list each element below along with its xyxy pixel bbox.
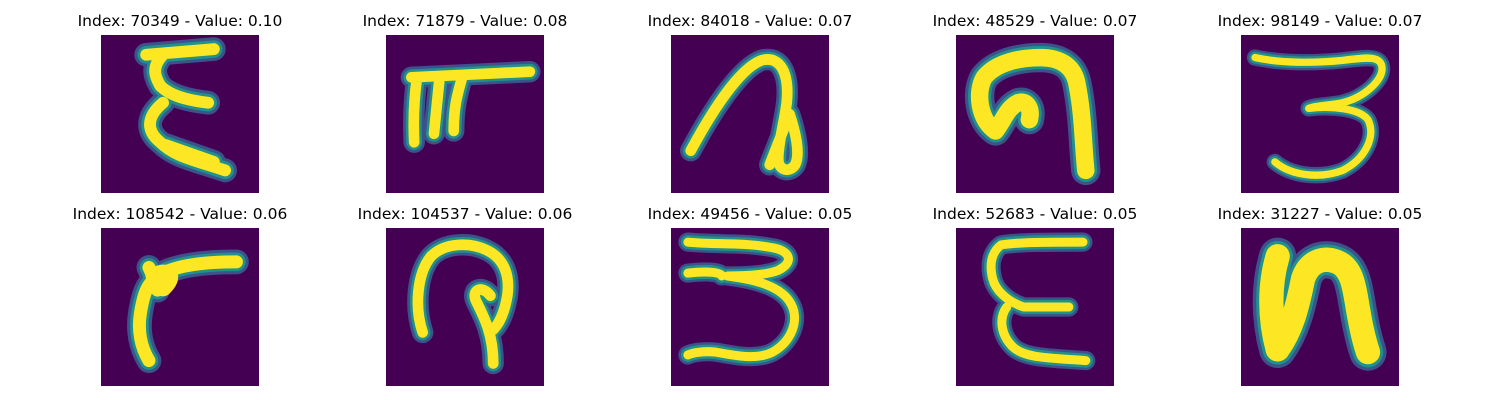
digit-image bbox=[671, 35, 829, 193]
panel-title: Index: 104537 - Value: 0.06 bbox=[357, 205, 573, 223]
panel-1: Index: 70349 - Value: 0.10 bbox=[50, 11, 310, 193]
panel-5: Index: 98149 - Value: 0.07 bbox=[1190, 11, 1450, 193]
digit-image bbox=[386, 35, 544, 193]
panel-4: Index: 48529 - Value: 0.07 bbox=[905, 11, 1165, 193]
digit-image bbox=[956, 35, 1114, 193]
panel-title: Index: 52683 - Value: 0.05 bbox=[932, 205, 1138, 223]
panel-8: Index: 49456 - Value: 0.05 bbox=[620, 204, 880, 386]
panel-9: Index: 52683 - Value: 0.05 bbox=[905, 204, 1165, 386]
digit-image bbox=[671, 228, 829, 386]
panel-title: Index: 108542 - Value: 0.06 bbox=[72, 205, 288, 223]
panel-title: Index: 49456 - Value: 0.05 bbox=[647, 205, 853, 223]
panel-title: Index: 48529 - Value: 0.07 bbox=[932, 12, 1138, 30]
panel-title: Index: 98149 - Value: 0.07 bbox=[1217, 12, 1423, 30]
digit-image bbox=[101, 35, 259, 193]
panel-title: Index: 70349 - Value: 0.10 bbox=[77, 12, 283, 30]
panel-7: Index: 104537 - Value: 0.06 bbox=[335, 204, 595, 386]
panel-title: Index: 31227 - Value: 0.05 bbox=[1217, 205, 1423, 223]
digit-image bbox=[956, 228, 1114, 386]
panel-2: Index: 71879 - Value: 0.08 bbox=[335, 11, 595, 193]
digit-image bbox=[1241, 228, 1399, 386]
panel-title: Index: 71879 - Value: 0.08 bbox=[362, 12, 568, 30]
panel-3: Index: 84018 - Value: 0.07 bbox=[620, 11, 880, 193]
digit-image bbox=[386, 228, 544, 386]
digit-image bbox=[101, 228, 259, 386]
digit-image bbox=[1241, 35, 1399, 193]
panel-10: Index: 31227 - Value: 0.05 bbox=[1190, 204, 1450, 386]
panel-6: Index: 108542 - Value: 0.06 bbox=[50, 204, 310, 386]
panel-title: Index: 84018 - Value: 0.07 bbox=[647, 12, 853, 30]
